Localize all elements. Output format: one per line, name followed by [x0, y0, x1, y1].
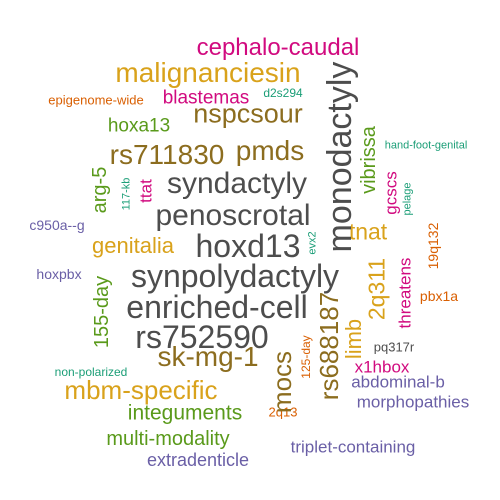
word-synpolydactyly: synpolydactyly [130, 258, 340, 294]
word-nspcsour: nspcsour [193, 98, 303, 129]
word-d2s294: d2s294 [263, 86, 303, 100]
word-syndactyly: syndactyly [166, 167, 308, 200]
word-sk-mg-1: sk-mg-1 [157, 341, 259, 372]
word-arg-5: arg-5 [89, 166, 111, 214]
word-triplet-containing: triplet-containing [290, 437, 416, 457]
word-125-day: 125-day [299, 335, 313, 379]
word-pq317r: pq317r [373, 339, 415, 355]
word-pelage: pelage [401, 182, 414, 216]
word-malignanciesin: malignanciesin [115, 57, 301, 88]
word-blastemas: blastemas [162, 87, 250, 109]
word-non-polarized: non-polarized [54, 365, 128, 379]
word-cephalo-caudal: cephalo-caudal [196, 34, 360, 61]
word-rs752590: rs752590 [135, 319, 269, 355]
word-enriched-cell: enriched-cell [126, 289, 308, 325]
word-2q13: 2q13 [268, 404, 298, 420]
word-vibrissa: vibrissa [358, 126, 380, 194]
word-penoscrotal: penoscrotal [155, 199, 311, 232]
word-genitalia: genitalia [92, 233, 174, 258]
word-integuments: integuments [127, 401, 243, 425]
word-hand-foot-genital: hand-foot-genital [384, 139, 468, 152]
word-evx2: evx2 [306, 231, 319, 255]
word-hoxd13: hoxd13 [195, 228, 301, 264]
word-rs688187: rs688187 [314, 291, 344, 401]
word-threatens: threatens [395, 257, 415, 329]
word-multi-modality: multi-modality [106, 428, 230, 450]
word-pmds: pmds [235, 135, 305, 166]
word-ttat: ttat [136, 179, 156, 203]
word-19q132: 19q132 [425, 222, 441, 270]
word-mocs: mocs [267, 350, 297, 414]
word-gcscs: gcscs [381, 171, 401, 215]
word-c950a-g: c950a--g [29, 217, 85, 233]
word-rs711830: rs711830 [109, 139, 225, 170]
word-mbm-specific: mbm-specific [64, 375, 218, 405]
word-x1hbox: x1hbox [354, 357, 410, 377]
word-epigenome-wide: epigenome-wide [48, 92, 144, 108]
word-morphopathies: morphopathies [356, 392, 470, 412]
word-pbx1a: pbx1a [419, 288, 459, 304]
word-limb: limb [341, 318, 366, 360]
word-monodactyly: monodactyly [321, 61, 359, 253]
word-117-kb: 117-kb [120, 177, 133, 211]
word-tnat: tnat [348, 218, 388, 245]
word-abdominal-b: abdominal-b [351, 372, 445, 392]
word-hoxa13: hoxa13 [107, 115, 171, 137]
word-155-day: 155-day [91, 275, 113, 349]
word-hoxpbx: hoxpbx [36, 266, 82, 282]
word-2q311: 2q311 [363, 257, 390, 321]
word-extradenticle: extradenticle [146, 450, 250, 470]
